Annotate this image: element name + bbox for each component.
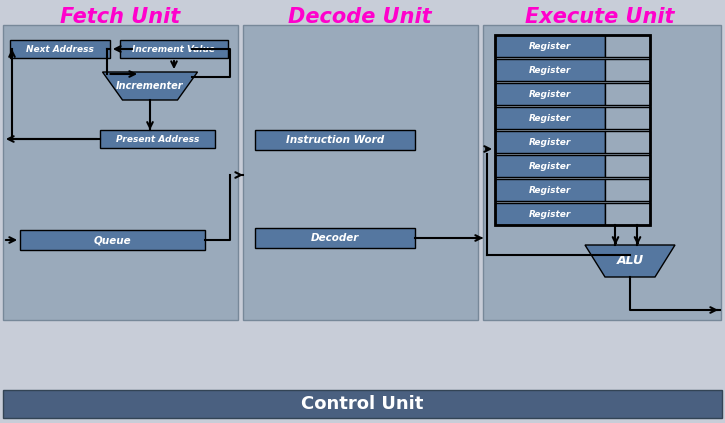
Bar [495,155,605,177]
Text: Instruction Word: Instruction Word [286,135,384,145]
Bar [605,131,650,153]
Polygon shape [349,305,397,385]
Bar [495,203,605,225]
Bar [495,83,605,105]
Text: Register: Register [529,186,571,195]
Polygon shape [102,72,197,100]
Text: Register: Register [529,66,571,74]
Text: Decode Unit: Decode Unit [288,7,432,27]
Polygon shape [589,305,637,385]
Bar [255,228,415,248]
Polygon shape [307,150,362,220]
Bar [3,390,722,418]
Text: Next Address: Next Address [26,44,94,53]
Bar [605,59,650,81]
Text: Execute Unit: Execute Unit [525,7,675,27]
Bar [605,203,650,225]
Text: Present Address: Present Address [116,135,199,143]
Text: Register: Register [529,113,571,123]
Polygon shape [323,305,370,385]
Bar [495,131,605,153]
Bar [483,25,721,320]
Text: Incrementer: Incrementer [116,81,183,91]
Bar [3,25,238,320]
Text: ALU: ALU [616,255,644,267]
Bar [495,59,605,81]
Bar [605,83,650,105]
Polygon shape [63,305,111,385]
Bar [495,107,605,129]
Bar [120,40,228,58]
Bar [605,179,650,201]
Text: Control Unit: Control Unit [302,395,423,413]
Bar [605,35,650,57]
Bar [243,25,478,320]
Text: Register: Register [529,137,571,146]
Polygon shape [89,305,137,385]
Bar [10,40,110,58]
Text: Queue: Queue [94,235,131,245]
Polygon shape [563,305,610,385]
Text: Register: Register [529,209,571,219]
Text: Register: Register [529,90,571,99]
Bar [495,35,605,57]
Bar [605,107,650,129]
Bar [495,179,605,201]
Bar [255,130,415,150]
Bar [605,155,650,177]
Text: Decoder: Decoder [311,233,359,243]
Bar [20,230,205,250]
Text: Register: Register [529,162,571,170]
Text: Fetch Unit: Fetch Unit [60,7,180,27]
Bar [100,130,215,148]
Bar [495,35,650,225]
Polygon shape [585,245,675,277]
Text: Increment Value: Increment Value [133,44,215,53]
Text: Register: Register [529,41,571,50]
